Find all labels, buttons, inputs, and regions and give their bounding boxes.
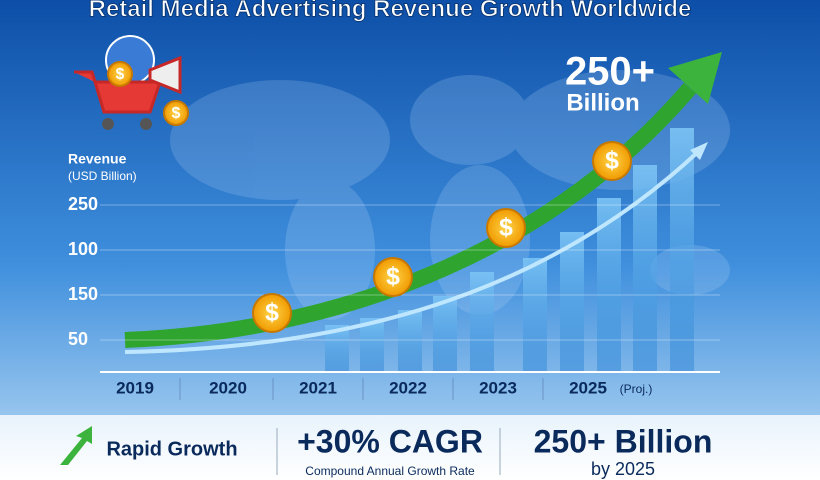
bar [433, 296, 457, 372]
x-label: 2020 [209, 378, 247, 397]
cart-icon [74, 35, 182, 130]
y-label: 50 [68, 329, 88, 349]
footer-growth: Rapid Growth [106, 438, 237, 460]
y-label: 250 [68, 194, 98, 214]
bar [360, 318, 384, 372]
y-label: 150 [68, 284, 98, 304]
x-label-note: (Proj.) [620, 382, 653, 396]
growth-icon [60, 426, 92, 465]
coin-symbol: $ [172, 105, 181, 122]
coin [107, 61, 133, 87]
coin [592, 141, 632, 181]
title: Retail Media Advertising Revenue Growth … [89, 0, 692, 22]
coin [373, 257, 413, 297]
x-label: 2021 [299, 378, 337, 397]
axis-subtitle: (USD Billion) [68, 169, 137, 183]
coin [252, 293, 292, 333]
growth-arrowhead [668, 52, 722, 104]
x-label: 2025 [569, 378, 607, 397]
coin [486, 208, 526, 248]
footer-cagr: +30% CAGR [297, 423, 483, 459]
bar [523, 258, 547, 372]
y-label: 100 [68, 239, 98, 259]
x-label: 2022 [389, 378, 427, 397]
trend-arrowhead [690, 142, 708, 160]
coin-symbol: $ [386, 264, 400, 291]
coin [163, 100, 189, 126]
bar [398, 310, 422, 372]
coin-symbol: $ [116, 66, 125, 83]
x-label: 2023 [479, 378, 517, 397]
x-label: 2019 [116, 378, 154, 397]
footer-band [0, 415, 820, 480]
headline-unit: Billion [566, 89, 639, 116]
footer-total: 250+ Billion [534, 423, 713, 459]
trend-line [124, 148, 702, 354]
headline-value: 250+ [565, 50, 655, 94]
coin-symbol: $ [605, 148, 619, 175]
coin-symbol: $ [265, 300, 279, 327]
footer-total-note: by 2025 [591, 459, 655, 479]
axis-title: Revenue [68, 151, 127, 167]
bar [560, 232, 584, 372]
bar [633, 165, 657, 372]
growth-arrow [124, 82, 697, 348]
footer-cagr-note: Compound Annual Growth Rate [305, 464, 475, 478]
coin-symbol: $ [499, 215, 513, 242]
